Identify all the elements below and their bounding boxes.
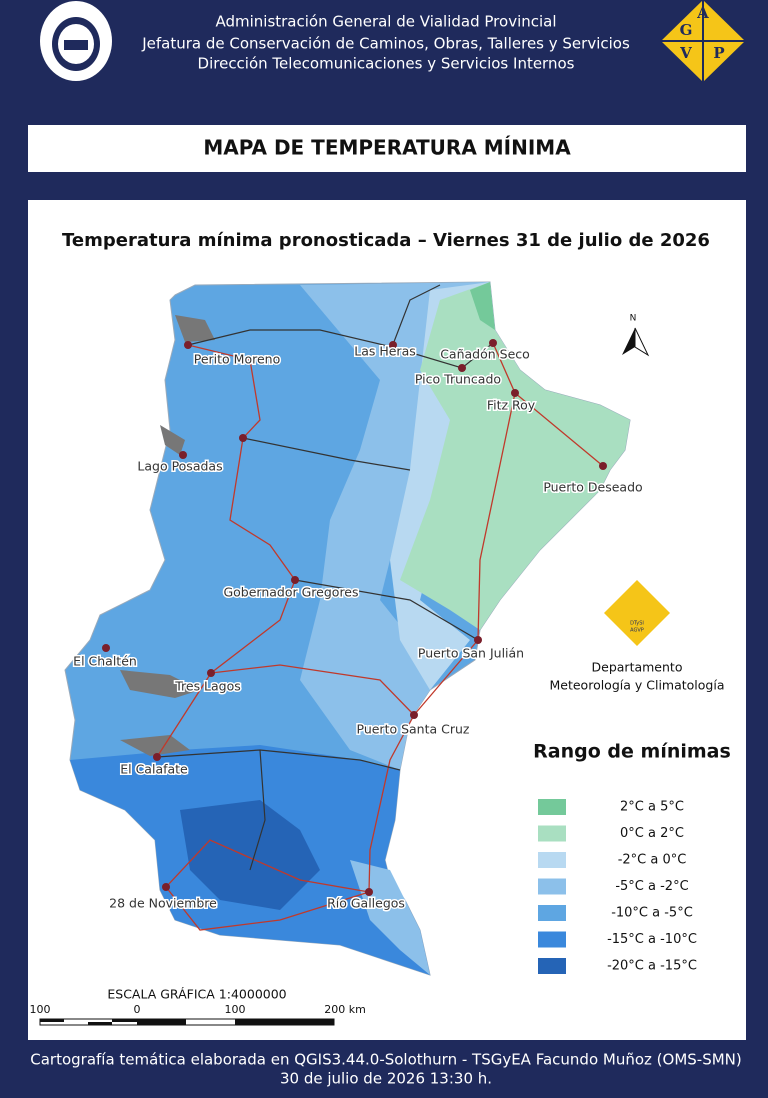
logo-letter: A xyxy=(696,4,709,22)
province-emblem xyxy=(40,1,112,81)
city-label: Perito Moreno xyxy=(194,352,280,367)
north-label: N xyxy=(630,314,637,324)
legend-swatch xyxy=(538,799,566,815)
city-label: Río Gallegos xyxy=(327,896,405,911)
title-box xyxy=(28,125,746,172)
department-line: Meteorología y Climatología xyxy=(549,678,724,693)
city-label: El Calafate xyxy=(120,762,188,777)
city-dot xyxy=(179,451,187,459)
logo-letter: G xyxy=(680,21,693,39)
department-logo: DTySI AGVP xyxy=(604,580,670,646)
city-label: Cañadón Seco xyxy=(440,347,530,362)
city-dot xyxy=(389,341,397,349)
footer-line: Cartografía temática elaborada en QGIS3.… xyxy=(30,1051,741,1069)
scale-label: 200 km xyxy=(324,1003,366,1016)
legend-swatch xyxy=(538,878,566,895)
city-label: Tres Lagos xyxy=(174,679,241,694)
north-arrow: N xyxy=(622,314,650,357)
legend-label: -15°C a -10°C xyxy=(607,932,697,947)
city-dot xyxy=(458,364,466,372)
roads xyxy=(156,342,604,931)
city-dot xyxy=(153,753,161,761)
city-dot xyxy=(291,576,299,584)
header-line: Jefatura de Conservación de Caminos, Obr… xyxy=(141,35,630,53)
logo-text: DTySI xyxy=(630,621,644,627)
city-label: Puerto San Julián xyxy=(418,646,524,661)
scale-label: 100 xyxy=(30,1003,51,1016)
city-label: El Chaltén xyxy=(73,654,137,669)
city-label: Fitz Roy xyxy=(487,398,536,413)
city-label: Puerto Deseado xyxy=(543,480,642,495)
footer-line: 30 de julio de 2026 13:30 h. xyxy=(280,1070,492,1088)
scale-title: ESCALA GRÁFICA 1:4000000 xyxy=(107,987,286,1002)
map: Perito Moreno Las Heras Cañadón Seco Pico T… xyxy=(64,281,644,976)
city-dot xyxy=(207,669,215,677)
city-dot xyxy=(410,711,418,719)
scale-label: 100 xyxy=(225,1003,246,1016)
logo-letter: P xyxy=(713,44,724,62)
city-label: Lago Posadas xyxy=(137,459,222,474)
logo-text: AGVP xyxy=(630,628,644,634)
city-label: Gobernador Gregores xyxy=(223,585,358,600)
legend-label: -5°C a -2°C xyxy=(615,879,688,894)
legend-label: -20°C a -15°C xyxy=(607,959,697,974)
logo-letter: V xyxy=(679,44,692,62)
routes xyxy=(156,284,494,871)
city-label: 28 de Noviembre xyxy=(109,896,217,911)
legend: 2°C a 5°C 0°C a 2°C -2°C a 0°C -5°C a -2°C -… xyxy=(538,799,697,974)
city-dot xyxy=(102,644,110,652)
legend-swatch xyxy=(538,825,566,842)
city-label: Las Heras xyxy=(354,344,416,359)
lakes xyxy=(120,315,215,756)
city-label: Pico Truncado xyxy=(415,372,501,387)
map-title: Temperatura mínima pronosticada – Vierne… xyxy=(62,230,710,251)
legend-title: Rango de mínimas xyxy=(533,741,731,763)
header-line: Administración General de Vialidad Provi… xyxy=(215,13,556,31)
legend-swatch xyxy=(538,931,566,948)
legend-label: 2°C a 5°C xyxy=(620,800,684,815)
city-dot xyxy=(239,434,247,442)
scale-label: 0 xyxy=(134,1003,141,1016)
city-dot xyxy=(184,341,192,349)
legend-label: -2°C a 0°C xyxy=(618,853,687,868)
city-label: Puerto Santa Cruz xyxy=(357,722,470,737)
legend-label: 0°C a 2°C xyxy=(620,826,684,841)
legend-swatch xyxy=(538,905,566,921)
legend-swatch xyxy=(538,958,566,974)
legend-swatch xyxy=(538,852,566,868)
department-line: Departamento xyxy=(592,660,683,675)
city-dot xyxy=(511,389,519,397)
city-dot xyxy=(489,339,497,347)
city-dot xyxy=(474,636,482,644)
city-dot xyxy=(599,462,607,470)
city-dot xyxy=(162,883,170,891)
header-line: Dirección Telecomunicaciones y Servicios… xyxy=(198,55,575,73)
page-title: MAPA DE TEMPERATURA MÍNIMA xyxy=(203,136,571,160)
scale-bar xyxy=(39,1018,335,1026)
city-dot xyxy=(365,888,373,896)
agvp-logo: A G V P xyxy=(661,0,745,82)
legend-label: -10°C a -5°C xyxy=(611,906,693,921)
